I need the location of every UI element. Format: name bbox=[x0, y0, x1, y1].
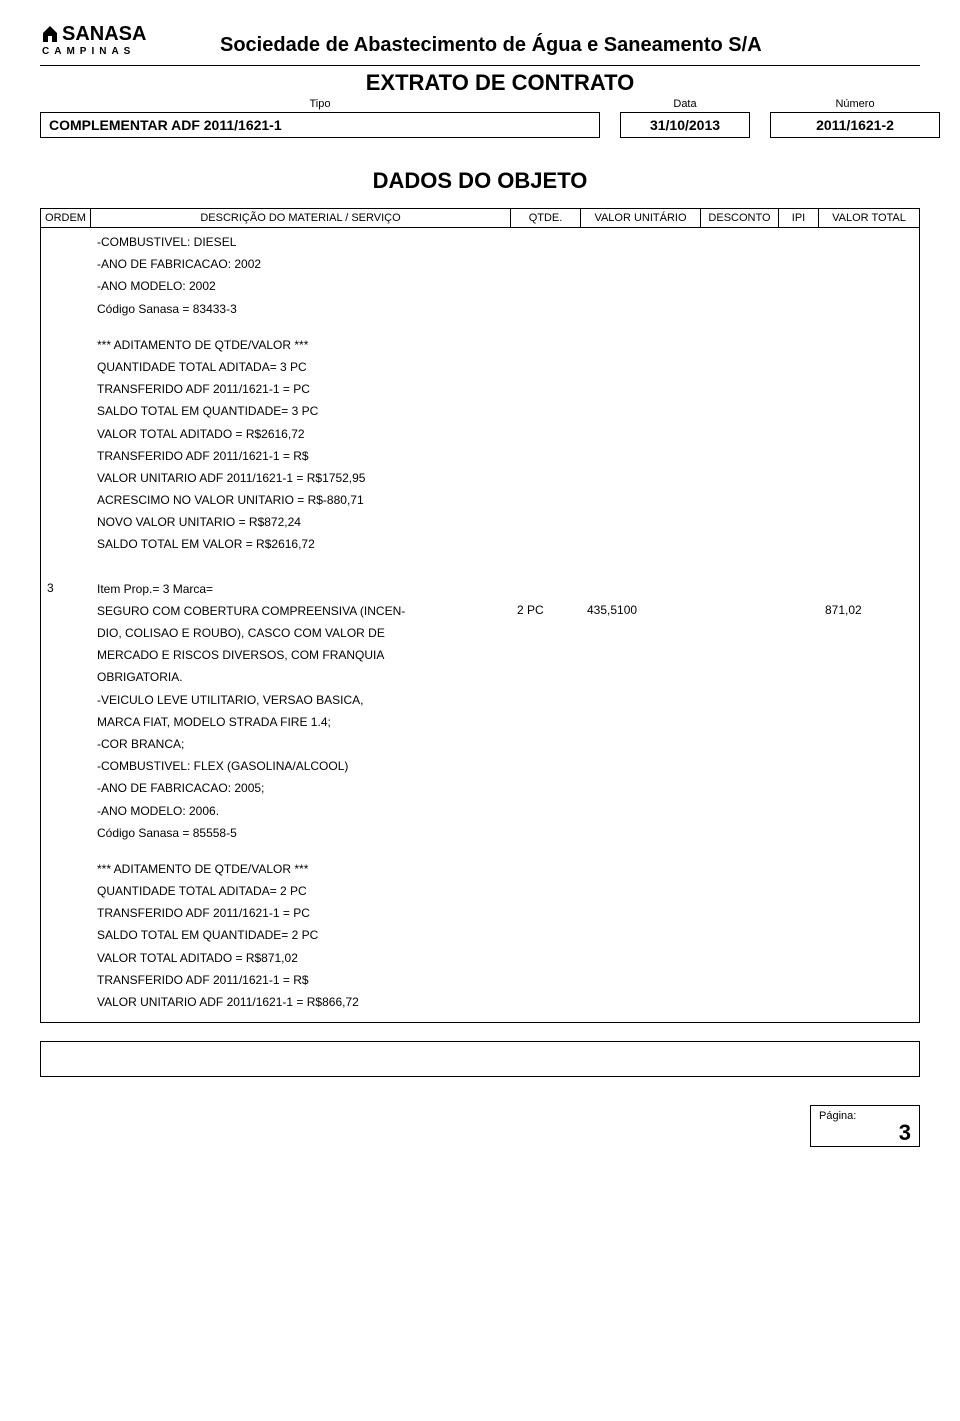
meta-numero-label: Número bbox=[770, 98, 940, 110]
house-icon bbox=[40, 24, 60, 44]
page-label: Página: bbox=[819, 1110, 911, 1122]
desc-line: ACRESCIMO NO VALOR UNITARIO = R$-880,71 bbox=[97, 492, 505, 508]
desc-line: -ANO MODELO: 2002 bbox=[97, 278, 505, 294]
object-table: ORDEM DESCRIÇÃO DO MATERIAL / SERVIÇO QT… bbox=[40, 208, 920, 1023]
cell-vt: 871,02 bbox=[819, 575, 919, 1023]
meta-data: Data 31/10/2013 bbox=[620, 98, 750, 138]
table-header-row: ORDEM DESCRIÇÃO DO MATERIAL / SERVIÇO QT… bbox=[41, 209, 919, 228]
empty-box bbox=[40, 1041, 920, 1077]
cell-ipi bbox=[779, 228, 819, 565]
cell-ipi bbox=[779, 575, 819, 1023]
logo-sub-text: CAMPINAS bbox=[42, 46, 220, 57]
cell-desconto bbox=[701, 228, 779, 565]
cell-ordem: 3 bbox=[41, 575, 91, 1023]
desc-line: -COMBUSTIVEL: DIESEL bbox=[97, 234, 505, 250]
desc-line: DIO, COLISAO E ROUBO), CASCO COM VALOR D… bbox=[97, 625, 505, 641]
col-descricao: DESCRIÇÃO DO MATERIAL / SERVIÇO bbox=[91, 209, 511, 227]
page-number-box: Página: 3 bbox=[810, 1105, 920, 1147]
desc-line: VALOR UNITARIO ADF 2011/1621-1 = R$1752,… bbox=[97, 470, 505, 486]
header-divider bbox=[40, 65, 920, 66]
col-desconto: DESCONTO bbox=[701, 209, 779, 227]
desc-line: MARCA FIAT, MODELO STRADA FIRE 1.4; bbox=[97, 714, 505, 730]
table-row: -COMBUSTIVEL: DIESEL -ANO DE FABRICACAO:… bbox=[41, 228, 919, 565]
cell-qtde bbox=[511, 228, 581, 565]
meta-data-label: Data bbox=[620, 98, 750, 110]
desc-line: -ANO DE FABRICACAO: 2005; bbox=[97, 780, 505, 796]
cell-qtde: 2 PC bbox=[511, 575, 581, 1023]
desc-line: -ANO MODELO: 2006. bbox=[97, 803, 505, 819]
desc-line: QUANTIDADE TOTAL ADITADA= 2 PC bbox=[97, 883, 505, 899]
desc-line: -COR BRANCA; bbox=[97, 736, 505, 752]
desc-line: VALOR TOTAL ADITADO = R$871,02 bbox=[97, 950, 505, 966]
cell-descricao: -COMBUSTIVEL: DIESEL -ANO DE FABRICACAO:… bbox=[91, 228, 511, 565]
meta-numero-value: 2011/1621-2 bbox=[770, 112, 940, 138]
cell-vt bbox=[819, 228, 919, 565]
table-row: 3 Item Prop.= 3 Marca= SEGURO COM COBERT… bbox=[41, 565, 919, 1023]
desc-line: -COMBUSTIVEL: FLEX (GASOLINA/ALCOOL) bbox=[97, 758, 505, 774]
desc-line: Item Prop.= 3 Marca= bbox=[97, 581, 505, 597]
cell-vu: 435,5100 bbox=[581, 575, 701, 1023]
meta-tipo-label: Tipo bbox=[40, 98, 600, 110]
desc-line: *** ADITAMENTO DE QTDE/VALOR *** bbox=[97, 861, 505, 877]
desc-line: SALDO TOTAL EM QUANTIDADE= 3 PC bbox=[97, 403, 505, 419]
page-value: 3 bbox=[819, 1122, 911, 1144]
desc-line: Código Sanasa = 83433-3 bbox=[97, 301, 505, 317]
col-valor-total: VALOR TOTAL bbox=[819, 209, 919, 227]
desc-line: VALOR TOTAL ADITADO = R$2616,72 bbox=[97, 426, 505, 442]
meta-tipo-value: COMPLEMENTAR ADF 2011/1621-1 bbox=[40, 112, 600, 138]
desc-line: OBRIGATORIA. bbox=[97, 669, 505, 685]
cell-descricao: Item Prop.= 3 Marca= SEGURO COM COBERTUR… bbox=[91, 575, 511, 1023]
vu-value: 435,5100 bbox=[587, 603, 637, 617]
desc-line: MERCADO E RISCOS DIVERSOS, COM FRANQUIA bbox=[97, 647, 505, 663]
extrato-title: EXTRATO DE CONTRATO bbox=[80, 70, 920, 96]
cell-desconto bbox=[701, 575, 779, 1023]
desc-line: NOVO VALOR UNITARIO = R$872,24 bbox=[97, 514, 505, 530]
footer: Página: 3 bbox=[40, 1105, 920, 1147]
desc-line: SALDO TOTAL EM VALOR = R$2616,72 bbox=[97, 536, 505, 552]
desc-line: TRANSFERIDO ADF 2011/1621-1 = PC bbox=[97, 905, 505, 921]
desc-line: VALOR UNITARIO ADF 2011/1621-1 = R$866,7… bbox=[97, 994, 505, 1010]
meta-numero: Número 2011/1621-2 bbox=[770, 98, 940, 138]
meta-tipo: Tipo COMPLEMENTAR ADF 2011/1621-1 bbox=[40, 98, 600, 138]
desc-line: -ANO DE FABRICACAO: 2002 bbox=[97, 256, 505, 272]
qtde-value: 2 PC bbox=[517, 603, 544, 617]
cell-vu bbox=[581, 228, 701, 565]
logo-main: SANASA bbox=[40, 24, 220, 44]
col-qtde: QTDE. bbox=[511, 209, 581, 227]
desc-line: SALDO TOTAL EM QUANTIDADE= 2 PC bbox=[97, 927, 505, 943]
page: SANASA CAMPINAS Sociedade de Abastecimen… bbox=[0, 0, 960, 1167]
logo-main-text: SANASA bbox=[62, 24, 146, 44]
desc-line: *** ADITAMENTO DE QTDE/VALOR *** bbox=[97, 337, 505, 353]
meta-data-value: 31/10/2013 bbox=[620, 112, 750, 138]
desc-line: Código Sanasa = 85558-5 bbox=[97, 825, 505, 841]
col-ordem: ORDEM bbox=[41, 209, 91, 227]
desc-line: -VEICULO LEVE UTILITARIO, VERSAO BASICA, bbox=[97, 692, 505, 708]
col-valor-unitario: VALOR UNITÁRIO bbox=[581, 209, 701, 227]
desc-line: SEGURO COM COBERTURA COMPREENSIVA (INCEN… bbox=[97, 603, 505, 619]
desc-line: TRANSFERIDO ADF 2011/1621-1 = R$ bbox=[97, 972, 505, 988]
logo: SANASA CAMPINAS bbox=[40, 20, 220, 57]
header: SANASA CAMPINAS Sociedade de Abastecimen… bbox=[40, 20, 920, 57]
cell-ordem bbox=[41, 228, 91, 565]
col-ipi: IPI bbox=[779, 209, 819, 227]
desc-line: TRANSFERIDO ADF 2011/1621-1 = R$ bbox=[97, 448, 505, 464]
section-title: DADOS DO OBJETO bbox=[40, 168, 920, 194]
desc-line: TRANSFERIDO ADF 2011/1621-1 = PC bbox=[97, 381, 505, 397]
company-title: Sociedade de Abastecimento de Água e San… bbox=[220, 20, 920, 57]
meta-row: Tipo COMPLEMENTAR ADF 2011/1621-1 Data 3… bbox=[40, 98, 920, 138]
desc-line: QUANTIDADE TOTAL ADITADA= 3 PC bbox=[97, 359, 505, 375]
vt-value: 871,02 bbox=[825, 603, 862, 617]
